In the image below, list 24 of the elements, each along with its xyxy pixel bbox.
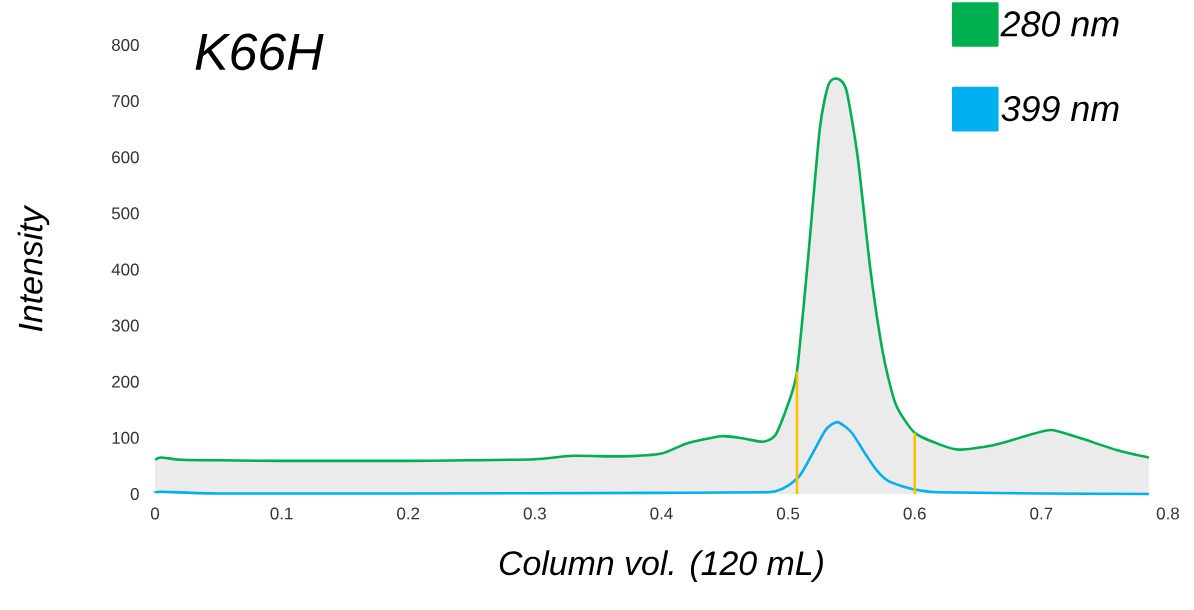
y-tick-label: 400 (111, 263, 139, 276)
y-tick-label: 500 (111, 207, 139, 220)
x-tick-label: 0.7 (1030, 507, 1053, 520)
x-tick-label: 0.3 (523, 507, 546, 520)
y-tick-label: 300 (111, 319, 139, 332)
chart-title: K66H (195, 33, 324, 71)
x-tick-label: 0 (150, 507, 160, 520)
x-tick-label: 0.5 (776, 507, 800, 520)
x-axis-title: Column vol. (120 mL) (499, 550, 823, 582)
x-tick-label: 0.2 (397, 507, 420, 520)
x-tick-label: 0.1 (270, 507, 293, 520)
line-series (153, 420, 1151, 496)
y-tick-label: 800 (111, 38, 139, 51)
y-tick-label: 700 (112, 95, 139, 108)
legend-label: 280 nm (1000, 11, 1119, 37)
x-tick-label: 0.8 (1156, 507, 1179, 520)
legend-label: 399 nm (1001, 95, 1119, 122)
x-tick-label: 0.4 (650, 507, 673, 520)
y-axis-title: Intensity (17, 204, 50, 332)
y-tick-label: 100 (112, 431, 139, 444)
y-tick-label: 0 (130, 487, 139, 500)
y-tick-label: 200 (112, 375, 139, 388)
x-tick-label: 0.6 (903, 507, 926, 520)
y-tick-label: 600 (112, 151, 139, 164)
